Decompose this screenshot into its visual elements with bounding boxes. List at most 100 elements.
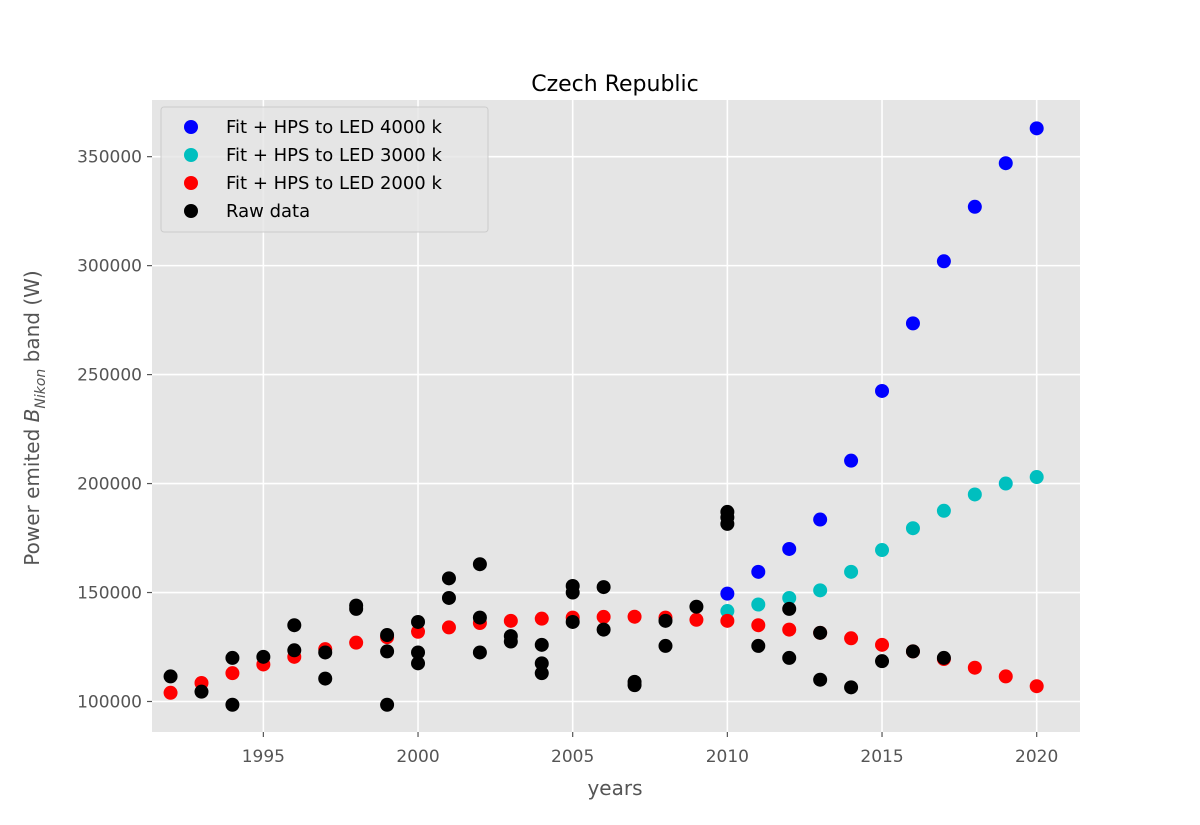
point-raw-data — [596, 580, 611, 595]
point-fit-hps-to-led-3000-k — [998, 476, 1013, 491]
point-raw-data — [782, 650, 797, 665]
point-fit-hps-to-led-4000-k — [751, 564, 766, 579]
point-raw-data — [318, 645, 333, 660]
point-fit-hps-to-led-2000-k — [596, 609, 611, 624]
point-raw-data — [472, 645, 487, 660]
y-tick-label: 250000 — [77, 366, 142, 386]
point-raw-data — [441, 590, 456, 605]
point-fit-hps-to-led-4000-k — [1029, 121, 1044, 136]
point-fit-hps-to-led-2000-k — [349, 635, 364, 650]
point-raw-data — [380, 644, 395, 659]
point-fit-hps-to-led-3000-k — [967, 487, 982, 502]
point-fit-hps-to-led-2000-k — [720, 613, 735, 628]
point-raw-data — [380, 697, 395, 712]
y-tick-label: 200000 — [77, 475, 142, 495]
legend-label-raw-data: Raw data — [226, 201, 310, 222]
legend-marker-fit-hps-to-led-2000-k — [184, 176, 198, 190]
legend-label-fit-hps-to-led-4000-k: Fit + HPS to LED 4000 k — [226, 117, 442, 138]
point-raw-data — [441, 571, 456, 586]
point-raw-data — [349, 601, 364, 616]
point-raw-data — [534, 656, 549, 671]
point-raw-data — [689, 599, 704, 614]
y-axis-label-subscript: Nikon — [33, 369, 49, 409]
point-fit-hps-to-led-2000-k — [967, 660, 982, 675]
legend-label-fit-hps-to-led-2000-k: Fit + HPS to LED 2000 k — [226, 173, 442, 194]
point-fit-hps-to-led-3000-k — [782, 590, 797, 605]
point-fit-hps-to-led-2000-k — [844, 631, 859, 646]
point-fit-hps-to-led-4000-k — [720, 586, 735, 601]
point-raw-data — [813, 625, 828, 640]
point-raw-data — [225, 650, 240, 665]
point-fit-hps-to-led-4000-k — [936, 254, 951, 269]
legend-marker-fit-hps-to-led-4000-k — [184, 120, 198, 134]
point-fit-hps-to-led-3000-k — [1029, 470, 1044, 485]
point-raw-data — [658, 638, 673, 653]
point-raw-data — [596, 622, 611, 637]
point-raw-data — [844, 680, 859, 695]
point-raw-data — [875, 654, 890, 669]
x-tick-label: 2015 — [860, 747, 903, 767]
point-fit-hps-to-led-3000-k — [875, 543, 890, 558]
data-points — [163, 121, 1044, 712]
point-fit-hps-to-led-2000-k — [998, 669, 1013, 684]
point-fit-hps-to-led-3000-k — [751, 597, 766, 612]
y-axis-ticks: 100000 150000 200000 250000 300000 350000 — [77, 148, 152, 712]
point-fit-hps-to-led-2000-k — [534, 611, 549, 626]
legend: Fit + HPS to LED 4000 k Fit + HPS to LED … — [160, 106, 489, 233]
point-raw-data — [565, 614, 580, 629]
point-raw-data — [658, 613, 673, 628]
point-raw-data — [751, 638, 766, 653]
point-fit-hps-to-led-2000-k — [411, 624, 426, 639]
x-tick-label: 2000 — [396, 747, 439, 767]
point-raw-data — [720, 516, 735, 531]
legend-box — [160, 106, 489, 233]
point-fit-hps-to-led-2000-k — [1029, 679, 1044, 694]
point-raw-data — [905, 644, 920, 659]
point-raw-data — [503, 634, 518, 649]
point-fit-hps-to-led-3000-k — [813, 583, 828, 598]
y-axis-label: Power emited BNikon band (W) — [20, 270, 49, 565]
point-fit-hps-to-led-2000-k — [782, 622, 797, 637]
point-fit-hps-to-led-4000-k — [813, 512, 828, 527]
point-fit-hps-to-led-4000-k — [844, 453, 859, 468]
point-fit-hps-to-led-3000-k — [936, 503, 951, 518]
y-axis-label-suffix: band (W) — [20, 270, 44, 368]
point-raw-data — [287, 643, 302, 658]
x-tick-label: 2010 — [706, 747, 749, 767]
point-fit-hps-to-led-2000-k — [225, 666, 240, 681]
point-raw-data — [565, 585, 580, 600]
point-fit-hps-to-led-2000-k — [875, 637, 890, 652]
point-raw-data — [472, 610, 487, 625]
point-raw-data — [411, 614, 426, 629]
point-fit-hps-to-led-3000-k — [720, 604, 735, 619]
point-raw-data — [287, 618, 302, 633]
point-raw-data — [380, 628, 395, 643]
point-fit-hps-to-led-3000-k — [844, 564, 859, 579]
point-fit-hps-to-led-4000-k — [967, 199, 982, 214]
point-raw-data — [163, 669, 178, 684]
point-raw-data — [225, 697, 240, 712]
point-raw-data — [256, 649, 271, 664]
point-raw-data — [936, 650, 951, 665]
x-tick-label: 2020 — [1015, 747, 1058, 767]
chart-title: Czech Republic — [531, 72, 699, 97]
point-raw-data — [782, 601, 797, 616]
point-fit-hps-to-led-2000-k — [627, 609, 642, 624]
y-axis-label-symbol: B — [20, 409, 44, 423]
point-fit-hps-to-led-2000-k — [503, 613, 518, 628]
point-raw-data — [534, 666, 549, 681]
legend-label-fit-hps-to-led-3000-k: Fit + HPS to LED 3000 k — [226, 145, 442, 166]
point-fit-hps-to-led-2000-k — [441, 620, 456, 635]
x-axis-ticks: 1995 2000 2005 2010 2015 2020 — [242, 732, 1058, 767]
point-fit-hps-to-led-2000-k — [163, 685, 178, 700]
y-tick-label: 100000 — [77, 692, 142, 712]
y-tick-label: 350000 — [77, 148, 142, 168]
x-tick-label: 2005 — [551, 747, 594, 767]
y-tick-label: 300000 — [77, 257, 142, 277]
legend-items: Fit + HPS to LED 4000 k Fit + HPS to LED … — [184, 117, 442, 222]
point-fit-hps-to-led-4000-k — [782, 541, 797, 556]
grid-lines — [152, 100, 1080, 732]
point-raw-data — [411, 656, 426, 671]
point-fit-hps-to-led-2000-k — [751, 618, 766, 633]
